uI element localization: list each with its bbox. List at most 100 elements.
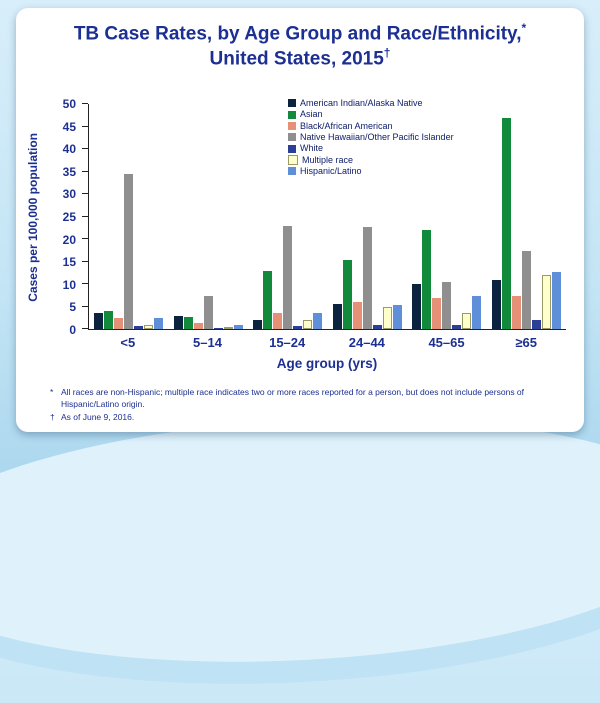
bar — [263, 270, 273, 329]
x-tick-label: 24–44 — [348, 335, 385, 350]
x-tick-label: 5–14 — [193, 335, 222, 350]
y-tick-mark — [82, 260, 88, 262]
title-asterisk: * — [521, 21, 527, 35]
bar — [362, 227, 372, 329]
x-tick-label: 15–24 — [269, 335, 306, 350]
legend-swatch — [288, 144, 296, 153]
bar — [313, 313, 323, 329]
bar — [193, 322, 203, 329]
bar — [332, 304, 342, 329]
legend-item: White — [288, 143, 454, 153]
y-tick-mark — [82, 305, 88, 307]
bar-group — [407, 104, 487, 329]
legend-item: Native Hawaiian/Other Pacific Islander — [288, 132, 454, 142]
bar-group — [487, 104, 567, 329]
bar — [372, 324, 382, 329]
y-axis-ticks: 0 5 10 15 20 25 30 35 40 45 50 — [42, 98, 86, 336]
bar — [491, 279, 501, 329]
bar — [541, 275, 551, 329]
bar — [124, 173, 134, 329]
bar — [511, 295, 521, 329]
y-tick-label: 5 — [69, 300, 76, 315]
bar — [213, 327, 223, 329]
bar-group — [169, 104, 249, 329]
bar — [531, 320, 541, 329]
plot-area — [82, 103, 567, 330]
bar — [273, 312, 283, 329]
y-tick-label: 0 — [69, 323, 76, 337]
bar — [382, 306, 392, 329]
y-tick-mark — [82, 170, 88, 172]
legend-swatch — [288, 110, 296, 119]
footnote-2-marker: † — [50, 411, 55, 422]
legend-label: American Indian/Alaska Native — [300, 98, 423, 108]
bar — [422, 230, 432, 329]
bar — [472, 295, 482, 329]
y-tick-label: 40 — [62, 142, 76, 157]
y-tick-label: 25 — [62, 210, 76, 224]
y-axis-title: Cases per 100,000 population — [26, 132, 40, 302]
legend-item: Asian — [288, 109, 454, 119]
bar-group — [328, 104, 408, 329]
footnote-1: * All races are non-Hispanic; multiple r… — [50, 386, 550, 411]
y-tick-mark — [82, 215, 88, 217]
bar — [253, 320, 263, 329]
x-tick-label: ≥65 — [515, 335, 537, 350]
bar — [392, 304, 402, 329]
bar — [551, 272, 561, 329]
legend-label: Multiple race — [302, 154, 354, 165]
legend-label: Native Hawaiian/Other Pacific Islander — [300, 132, 454, 143]
legend: American Indian/Alaska Native Asian Black/… — [288, 98, 454, 176]
bar — [134, 326, 144, 329]
legend-swatch — [288, 154, 298, 165]
y-tick-mark — [82, 148, 88, 149]
bar — [183, 317, 193, 329]
legend-swatch — [288, 133, 296, 142]
y-tick-mark — [82, 328, 88, 329]
bar — [452, 324, 462, 329]
slide-card: TB Case Rates, by Age Group and Race/Eth… — [16, 8, 584, 432]
bar — [283, 225, 293, 329]
legend-swatch — [288, 99, 296, 108]
bar — [412, 284, 422, 329]
legend-item: Multiple race — [288, 155, 454, 165]
bar — [521, 250, 531, 329]
x-tick-label: <5 — [120, 335, 136, 350]
bar — [233, 324, 243, 329]
y-tick-label: 15 — [62, 255, 76, 270]
x-tick-label: 45–65 — [428, 335, 465, 350]
footnote-1-marker: * — [50, 387, 54, 397]
title-line-1: TB Case Rates, by Age Group and Race/Eth… — [16, 21, 584, 46]
legend-item: Black/African American — [288, 121, 454, 131]
title-line-1-text: TB Case Rates, by Age Group and Race/Eth… — [73, 23, 522, 45]
y-tick-mark — [82, 283, 88, 284]
legend-swatch — [288, 121, 296, 130]
legend-item: American Indian/Alaska Native — [288, 98, 454, 108]
bar — [223, 327, 233, 329]
footnote-2-text: As of June 9, 2016. — [61, 411, 135, 422]
bar — [144, 324, 154, 329]
y-tick-mark — [82, 238, 88, 239]
y-tick-mark — [82, 193, 88, 194]
y-tick-mark — [82, 125, 88, 127]
bar — [293, 326, 303, 329]
y-tick-label: 45 — [62, 119, 76, 134]
bar — [154, 318, 164, 329]
bar — [342, 260, 352, 329]
footnote-1-text: All races are non-Hispanic; multiple rac… — [61, 387, 525, 410]
legend-item: Hispanic/Latino — [288, 166, 454, 176]
x-axis-title: Age group (yrs) — [276, 356, 378, 371]
bar — [203, 295, 213, 329]
bar-group — [89, 104, 169, 329]
chart-title: TB Case Rates, by Age Group and Race/Eth… — [16, 21, 584, 71]
legend-label: Hispanic/Latino — [300, 166, 362, 177]
bar — [432, 297, 442, 329]
y-tick-label: 20 — [62, 232, 76, 247]
footnotes: * All races are non-Hispanic; multiple r… — [50, 386, 550, 423]
title-dagger: † — [383, 46, 391, 61]
legend-label: Black/African American — [300, 120, 393, 131]
title-line-2: United States, 2015† — [16, 46, 584, 71]
bar — [442, 282, 452, 329]
bar — [173, 315, 183, 329]
